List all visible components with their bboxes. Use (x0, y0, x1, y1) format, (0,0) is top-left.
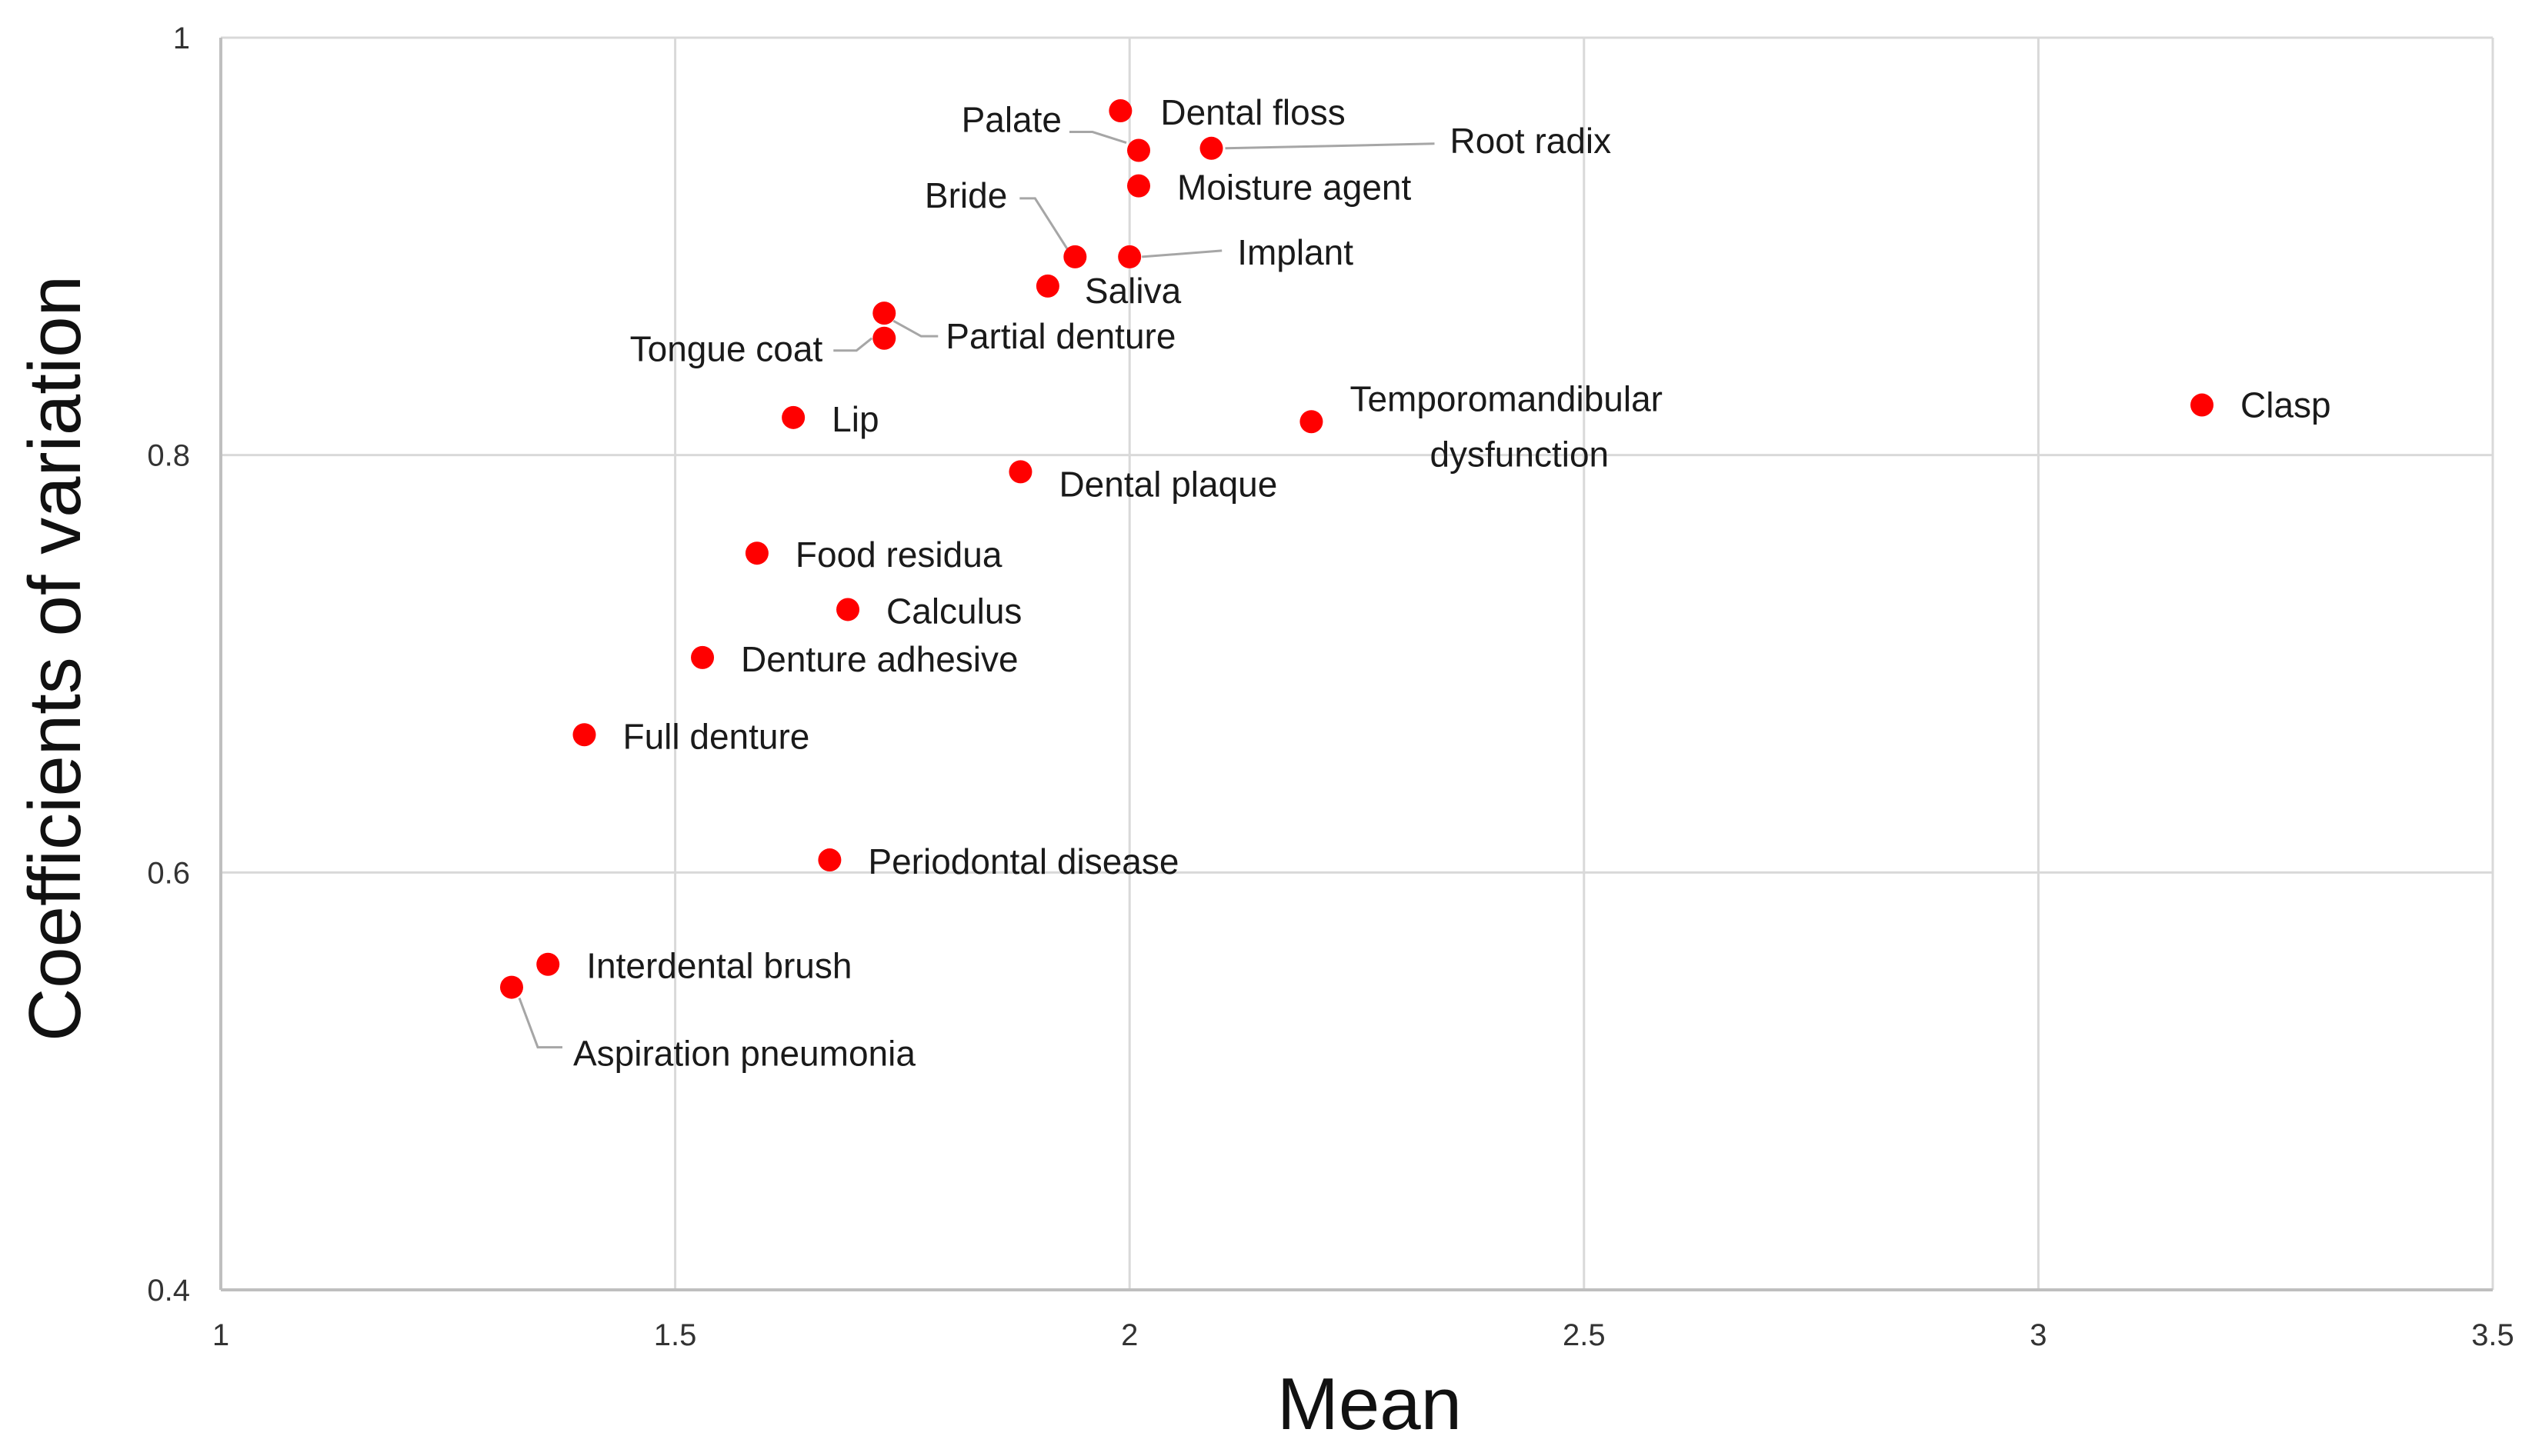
data-point (1199, 136, 1223, 160)
point-label: Denture adhesive (741, 639, 1019, 679)
point-label: Tongue coat (630, 329, 823, 369)
data-labels: Dental floss Palate Root radix Moisture age… (573, 92, 2331, 1074)
data-point (745, 541, 769, 565)
data-point (1127, 174, 1151, 198)
point-label: Bride (925, 175, 1007, 215)
point-label: Interdental brush (586, 946, 852, 986)
data-point (1036, 274, 1059, 298)
point-label: Saliva (1085, 271, 1182, 311)
point-label: Palate (962, 100, 1062, 140)
point-label: Periodontal disease (868, 841, 1179, 881)
data-point (1009, 460, 1032, 484)
leader-line (1142, 249, 1223, 258)
leader-lines (518, 131, 1435, 1049)
point-label: Dental floss (1160, 92, 1345, 132)
data-point (1118, 245, 1142, 268)
leader-line (1069, 131, 1127, 144)
data-point (782, 405, 806, 429)
point-label: Dental plaque (1059, 464, 1277, 504)
data-point (836, 598, 860, 621)
data-point (1063, 245, 1087, 268)
point-label: Implant (1237, 232, 1353, 272)
point-label: Full denture (622, 716, 809, 756)
leader-line (518, 998, 562, 1049)
data-point (1299, 410, 1323, 434)
y-axis-title: Coefficients of variation (14, 275, 96, 1041)
data-point (572, 723, 596, 747)
data-point (1127, 138, 1151, 162)
data-point (872, 326, 896, 350)
leader-line (1019, 197, 1069, 250)
point-label: Partial denture (946, 316, 1176, 356)
axes: 1 1.5 2 2.5 3 3.5 0.4 0.6 0.8 1 (147, 22, 2514, 1352)
x-tick-label: 3 (2030, 1318, 2047, 1352)
data-point (536, 952, 560, 976)
y-tick-label: 1 (173, 22, 190, 55)
point-label: Aspiration pneumonia (573, 1034, 916, 1074)
x-tick-label: 2 (1121, 1318, 1138, 1352)
point-label: Food residua (796, 535, 1002, 575)
point-label: Calculus (886, 591, 1022, 631)
y-tick-label: 0.8 (147, 439, 190, 473)
point-label: Moisture agent (1177, 168, 1411, 208)
x-tick-label: 3.5 (2471, 1318, 2514, 1352)
data-point (499, 975, 523, 999)
data-point (818, 848, 842, 872)
data-point (1109, 98, 1133, 122)
point-label: Clasp (2240, 385, 2331, 425)
data-points (499, 98, 2214, 999)
y-tick-label: 0.4 (147, 1274, 190, 1308)
x-tick-label: 2.5 (1563, 1318, 1606, 1352)
data-point (691, 645, 715, 669)
y-tick-label: 0.6 (147, 856, 190, 890)
leader-line (892, 319, 939, 338)
x-axis-title: Mean (1277, 1363, 1462, 1445)
x-tick-label: 1 (212, 1318, 229, 1352)
leader-line (833, 337, 873, 352)
point-label: Lip (832, 399, 879, 439)
point-label: Root radix (1450, 121, 1612, 161)
point-label: Temporomandibular dysfunction (1349, 378, 1663, 474)
leader-line (1225, 142, 1435, 150)
data-point (2190, 393, 2214, 417)
x-tick-label: 1.5 (654, 1318, 697, 1352)
data-point (872, 302, 896, 325)
